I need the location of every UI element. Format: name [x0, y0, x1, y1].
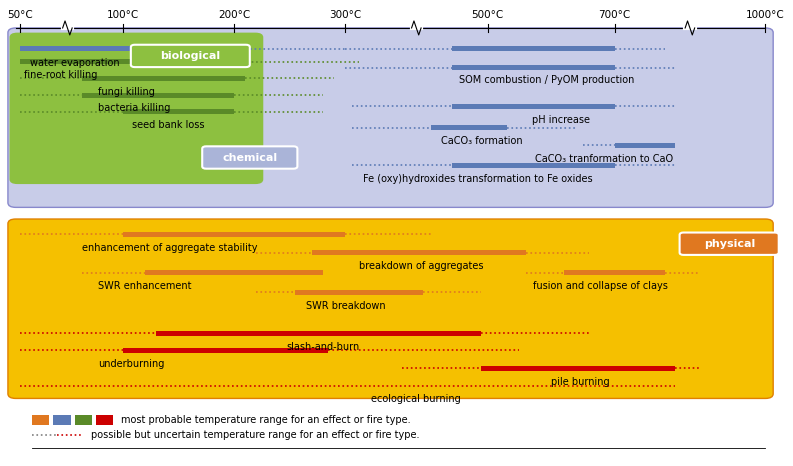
FancyBboxPatch shape	[680, 233, 779, 255]
Text: CaCO₃ tranformation to CaO: CaCO₃ tranformation to CaO	[535, 154, 673, 164]
FancyBboxPatch shape	[452, 65, 615, 70]
Text: most probable temperature range for an effect or fire type.: most probable temperature range for an e…	[121, 415, 411, 425]
FancyBboxPatch shape	[295, 289, 423, 295]
FancyBboxPatch shape	[431, 125, 507, 130]
FancyBboxPatch shape	[564, 270, 665, 275]
Text: 200°C: 200°C	[218, 10, 250, 20]
FancyBboxPatch shape	[452, 103, 615, 109]
Bar	[96, 415, 113, 425]
FancyBboxPatch shape	[8, 219, 773, 398]
FancyBboxPatch shape	[20, 59, 234, 64]
Text: Fe (oxy)hydroxides transformation to Fe oxides: Fe (oxy)hydroxides transformation to Fe …	[363, 174, 592, 184]
FancyBboxPatch shape	[82, 92, 234, 97]
FancyBboxPatch shape	[312, 250, 526, 255]
Text: bacteria killing: bacteria killing	[98, 103, 170, 113]
FancyBboxPatch shape	[452, 163, 615, 168]
Text: SWR breakdown: SWR breakdown	[306, 301, 385, 310]
Bar	[53, 415, 71, 425]
Text: fine-root killing: fine-root killing	[24, 70, 98, 80]
Text: 1000°C: 1000°C	[746, 10, 784, 20]
Text: enhancement of aggregate stability: enhancement of aggregate stability	[82, 243, 257, 253]
Text: pH increase: pH increase	[532, 115, 590, 124]
Text: water evaporation: water evaporation	[30, 58, 120, 68]
Text: seed bank loss: seed bank loss	[132, 120, 205, 130]
FancyBboxPatch shape	[10, 33, 263, 184]
Text: 500°C: 500°C	[472, 10, 504, 20]
Text: 50°C: 50°C	[7, 10, 33, 20]
FancyBboxPatch shape	[123, 232, 345, 237]
FancyBboxPatch shape	[123, 348, 328, 353]
FancyBboxPatch shape	[202, 146, 297, 169]
Text: physical: physical	[704, 239, 755, 249]
FancyBboxPatch shape	[156, 331, 481, 336]
Text: SWR enhancement: SWR enhancement	[98, 281, 192, 291]
Text: biological: biological	[160, 51, 220, 61]
Text: 100°C: 100°C	[107, 10, 139, 20]
Bar	[32, 415, 49, 425]
Text: CaCO₃ formation: CaCO₃ formation	[441, 136, 523, 146]
FancyBboxPatch shape	[20, 46, 206, 52]
Bar	[75, 415, 92, 425]
FancyBboxPatch shape	[145, 270, 323, 275]
FancyBboxPatch shape	[131, 45, 250, 67]
Text: 700°C: 700°C	[599, 10, 630, 20]
Text: fungi killing: fungi killing	[98, 87, 155, 96]
FancyBboxPatch shape	[481, 365, 675, 371]
FancyBboxPatch shape	[8, 28, 773, 207]
Text: possible but uncertain temperature range for an effect or fire type.: possible but uncertain temperature range…	[91, 430, 419, 440]
FancyBboxPatch shape	[123, 109, 234, 114]
Text: slash-and-burn: slash-and-burn	[286, 342, 359, 351]
FancyBboxPatch shape	[615, 143, 675, 148]
Text: ecological burning: ecological burning	[371, 394, 462, 404]
FancyBboxPatch shape	[82, 75, 245, 81]
Text: breakdown of aggregates: breakdown of aggregates	[359, 261, 484, 271]
Text: fusion and collapse of clays: fusion and collapse of clays	[534, 281, 668, 291]
Text: SOM combustion / PyOM production: SOM combustion / PyOM production	[459, 75, 634, 84]
Text: 300°C: 300°C	[329, 10, 361, 20]
FancyBboxPatch shape	[452, 46, 615, 52]
Text: underburning: underburning	[98, 359, 165, 369]
Text: pile burning: pile burning	[551, 377, 610, 386]
Text: chemical: chemical	[222, 152, 278, 163]
